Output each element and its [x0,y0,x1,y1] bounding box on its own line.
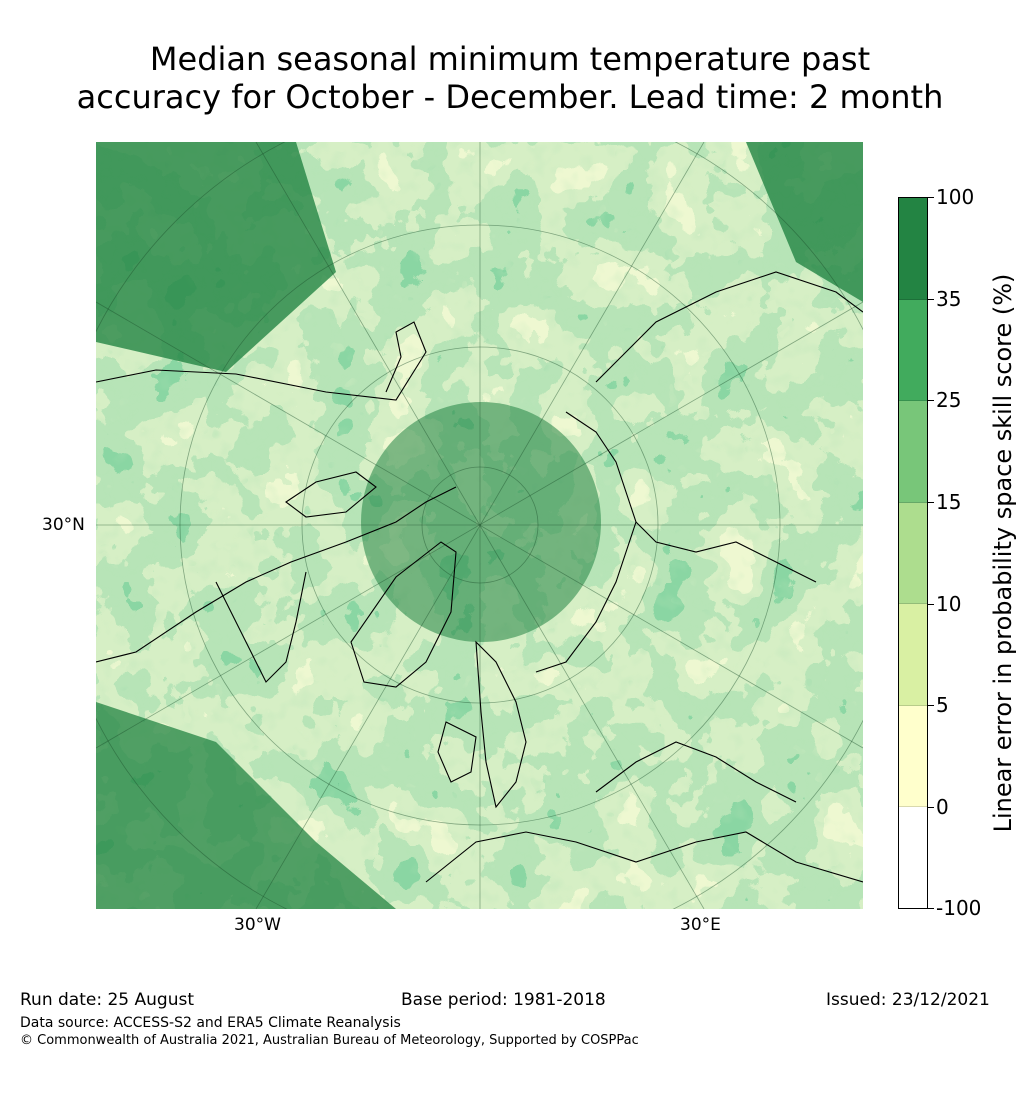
colorbar-band [899,401,927,503]
colorbar-tick [928,197,934,198]
issued-date: Issued: 23/12/2021 [826,990,990,1010]
copyright: © Commonwealth of Australia 2021, Austra… [20,1033,639,1048]
colorbar-tick [928,908,934,909]
colorbar-tick-label: 5 [936,693,949,717]
colorbar-band [899,502,927,605]
colorbar-band [899,604,927,706]
colorbar-tick [928,807,934,808]
data-source: Data source: ACCESS-S2 and ERA5 Climate … [20,1015,401,1031]
colorbar-tick [928,705,934,706]
colorbar-tick-label: 0 [936,795,949,819]
greenland-outline [350,541,457,688]
colorbar-tick [928,400,934,401]
colorbar-title: Linear error in probability space skill … [989,273,1017,833]
colorbar-band [899,807,927,909]
lat-30n-label: 30°N [42,515,85,535]
colorbar-tick-label: 35 [936,287,962,311]
colorbar-tick-label: 10 [936,592,962,616]
colorbar-tick-label: 100 [936,185,975,209]
corner-high-skill-nw [96,142,336,372]
coastlines [96,271,863,883]
title-line-2: accuracy for October - December. Lead ti… [76,78,944,116]
corner-high-skill-sw [96,702,396,909]
colorbar [898,197,928,909]
colorbar-tick [928,502,934,503]
base-period: Base period: 1981-2018 [401,990,606,1010]
colorbar-tick-label: -100 [936,896,982,920]
lon-30w-label: 30°W [234,915,281,935]
colorbar-tick [928,299,934,300]
colorbar-band [899,198,927,300]
run-date: Run date: 25 August [20,990,194,1010]
colorbar-tick [928,604,934,605]
colorbar-tick-label: 15 [936,490,962,514]
colorbar-band [899,299,927,402]
map-canvas [96,142,863,909]
polar-map [96,142,863,909]
corner-high-skill-ne [746,142,863,302]
colorbar-tick-label: 25 [936,388,962,412]
colorbar-band [899,705,927,808]
title-line-1: Median seasonal minimum temperature past [149,40,871,78]
lon-30e-label: 30°E [680,915,721,935]
chart-title: Median seasonal minimum temperature past… [0,40,1020,116]
arctic-high-skill [361,402,601,642]
